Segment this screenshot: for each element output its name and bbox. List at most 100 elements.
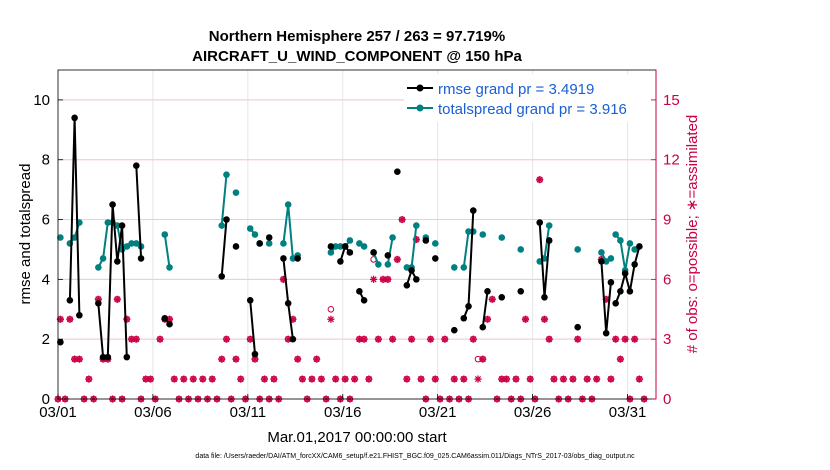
rmse-point [469, 207, 477, 214]
rmse-point [99, 353, 107, 361]
obs-assimilated-stroke [607, 376, 614, 383]
rmse-point [123, 353, 131, 361]
legend-spread-marker [416, 104, 424, 112]
totalspread-point [133, 240, 140, 247]
obs-assimilated-stroke [351, 376, 358, 383]
totalspread-point [71, 234, 78, 241]
obs-assimilated-marker [270, 375, 278, 383]
obs-assimilated-marker [113, 295, 121, 303]
obs-assimilated-marker [540, 315, 549, 323]
obs-assimilated-stroke [308, 376, 315, 383]
obs-assimilated-stroke [285, 336, 292, 343]
obs-assimilated-marker [123, 315, 131, 323]
totalspread-point [99, 255, 107, 262]
obs-assimilated-stroke [399, 216, 406, 223]
x-tick-label: 03/11 [230, 404, 266, 421]
obs-assimilated-stroke [133, 336, 140, 343]
rmse-point [460, 314, 468, 322]
obs-assimilated-marker [583, 375, 591, 383]
obs-assimilated-stroke [313, 356, 320, 363]
chart-title-line1: Northern Hemisphere 257 / 263 = 97.719% [209, 28, 505, 45]
totalspread-line [614, 233, 631, 271]
totalspread-point [626, 240, 634, 247]
obs-assimilated-marker [56, 315, 64, 323]
obs-assimilated-stroke [389, 336, 396, 343]
obs-assimilated-stroke [247, 336, 254, 343]
obs-assimilated-stroke [441, 336, 448, 343]
rmse-point [413, 276, 420, 283]
rmse-point [394, 168, 401, 175]
obs-assimilated-stroke [142, 376, 149, 383]
rmse-point [360, 297, 368, 304]
obs-assimilated-marker [189, 375, 197, 383]
totalspread-point [602, 258, 610, 265]
obs-assimilated-marker [545, 335, 553, 343]
obs-assimilated-stroke [114, 296, 121, 303]
rmse-point [341, 243, 349, 250]
legend-spread-label: totalspread grand pr = 3.916 [438, 101, 627, 118]
obs-assimilated-marker [208, 375, 216, 383]
rmse-point [422, 237, 430, 244]
rmse-point [602, 329, 610, 337]
totalspread-point [57, 234, 64, 241]
rmse-point [408, 267, 415, 274]
obs-assimilated-marker [341, 375, 349, 383]
y-tick-label: 10 [33, 92, 50, 109]
totalspread-point [123, 243, 131, 250]
x-axis-label: Mar.01,2017 00:00:00 start [267, 429, 447, 446]
totalspread-point [465, 228, 472, 235]
obs-assimilated-stroke [489, 296, 496, 303]
rmse-point [166, 320, 173, 328]
obs-assimilated-stroke [460, 376, 467, 383]
rmse-point [133, 162, 140, 170]
x-tick-label: 03/16 [324, 404, 362, 421]
totalspread-point [413, 222, 420, 229]
obs-assimilated-stroke [479, 356, 486, 363]
legend: rmse grand pr = 3.4919 totalspread grand… [404, 74, 651, 122]
totalspread-point [479, 231, 487, 238]
obs-assimilated-stroke [384, 276, 391, 283]
rmse-line [481, 291, 489, 328]
obs-assimilated-stroke [380, 276, 387, 283]
totalspread-point [384, 261, 392, 268]
totalspread-point [104, 219, 112, 226]
x-tick-label: 03/26 [514, 404, 552, 421]
rmse-point [450, 326, 458, 334]
obs-assimilated-marker [146, 375, 155, 383]
obs-assimilated-marker [313, 355, 321, 363]
obs-assimilated-marker [75, 355, 83, 363]
obs-assimilated-marker [170, 375, 178, 383]
obs-assimilated-stroke [408, 336, 415, 343]
obs-assimilated-marker [483, 315, 492, 323]
obs-assimilated-marker [237, 375, 245, 383]
totalspread-point [265, 240, 273, 247]
totalspread-point [280, 240, 287, 247]
totalspread-point [612, 231, 619, 238]
obs-assimilated-marker [512, 375, 520, 383]
obs-assimilated-stroke [261, 376, 268, 383]
obs-assimilated-marker [502, 375, 511, 383]
y-right-tick-label: 12 [663, 152, 680, 169]
totalspread-point [95, 264, 102, 271]
legend-box [404, 74, 651, 122]
obs-assimilated-stroke [147, 376, 154, 383]
obs-assimilated-marker [417, 375, 425, 383]
obs-assimilated-stroke [180, 376, 187, 383]
obs-assimilated-marker [365, 375, 373, 383]
obs-assimilated-stroke [593, 376, 600, 383]
totalspread-point [166, 264, 173, 271]
obs-assimilated-stroke [470, 336, 477, 343]
obs-assimilated-stroke [356, 336, 363, 343]
obs-assimilated-marker [351, 375, 359, 383]
obs-assimilated-stroke [318, 376, 325, 383]
rmse-point [109, 201, 116, 208]
totalspread-point [598, 249, 605, 256]
rmse-line [249, 300, 256, 355]
obs-assimilated-stroke [299, 376, 306, 383]
rmse-point [71, 114, 78, 122]
rmse-point [612, 299, 619, 307]
obs-assimilated-stroke [251, 356, 259, 363]
totalspread-point [161, 231, 169, 238]
legend-rmse-marker [416, 84, 424, 92]
